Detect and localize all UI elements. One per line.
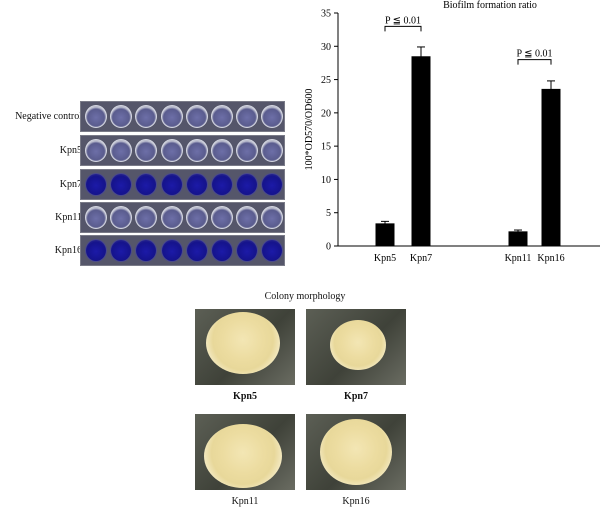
plate-well	[85, 105, 107, 128]
y-tick-label: 0	[326, 242, 331, 253]
plate-well	[211, 139, 233, 162]
x-tick-label: Kpn11	[505, 253, 532, 264]
significance-label: P ≦ 0.01	[516, 49, 552, 60]
plate-well	[236, 173, 259, 196]
plate-well	[236, 206, 259, 229]
y-tick-label: 5	[326, 208, 331, 219]
biofilm-bar-chart: Biofilm formation ratio 0 5 10 15 20 25 30 35 100…	[304, 0, 600, 264]
plate-well	[85, 206, 107, 229]
colony-label-kpn5: Kpn5	[233, 391, 257, 402]
y-tick-label: 35	[321, 9, 331, 20]
plate-row-4	[80, 235, 285, 266]
colony-shape	[320, 419, 392, 485]
plate-well	[110, 105, 133, 128]
bar-kpn16	[541, 88, 561, 247]
plate-well	[261, 239, 284, 262]
plate-well	[261, 139, 284, 162]
plate-well	[261, 173, 284, 196]
plate-row-2	[80, 169, 285, 200]
plate-row-3	[80, 202, 285, 233]
plate-label-4: Kpn16	[54, 245, 82, 256]
plate-label-1: Kpn5	[59, 145, 82, 156]
colony-shape	[206, 312, 280, 374]
colony-label-kpn16: Kpn16	[342, 496, 370, 507]
plate-well	[160, 173, 183, 196]
colony-label-kpn11: Kpn11	[231, 496, 259, 507]
plate-well	[185, 239, 208, 262]
plate-well	[261, 206, 284, 229]
plate-well	[135, 105, 158, 128]
colony-shape	[330, 320, 386, 370]
plate-well	[185, 105, 208, 128]
colony-label-kpn7: Kpn7	[344, 391, 368, 402]
plate-well	[135, 206, 158, 229]
plate-row-0	[80, 101, 285, 132]
x-tick-label: Kpn16	[537, 253, 564, 264]
significance-bracket	[384, 25, 422, 32]
colony-title: Colony morphology	[264, 291, 346, 302]
plate-well	[185, 173, 208, 196]
plate-well	[160, 139, 183, 162]
plate-well	[160, 206, 183, 229]
plate-well	[236, 139, 259, 162]
x-tick-label: Kpn7	[410, 253, 432, 264]
colony-photo-kpn11	[195, 414, 295, 490]
plate-well	[135, 139, 158, 162]
plate-well	[135, 239, 158, 262]
bar-kpn7	[411, 56, 431, 247]
plate-well	[160, 105, 183, 128]
y-tick-label: 20	[321, 108, 331, 119]
plate-well	[85, 239, 107, 262]
colony-photo-kpn16	[306, 414, 406, 490]
plate-label-3: Kpn11	[55, 212, 82, 223]
plate-well	[211, 206, 233, 229]
x-tick-label: Kpn5	[374, 253, 396, 264]
plate-well	[236, 239, 259, 262]
plate-well	[110, 139, 133, 162]
plate-well	[85, 139, 107, 162]
plate-row-1	[80, 135, 285, 166]
plate-well	[185, 206, 208, 229]
bar-kpn5	[375, 223, 395, 246]
plate-well	[211, 105, 233, 128]
colony-photo-kpn7	[306, 309, 406, 385]
plate-well	[85, 173, 107, 196]
y-tick-label: 15	[321, 142, 331, 153]
plate-well	[261, 105, 284, 128]
y-tick-label: 30	[321, 42, 331, 53]
colony-photo-kpn5	[195, 309, 295, 385]
y-tick-label: 25	[321, 75, 331, 86]
colony-shape	[204, 424, 282, 488]
plate-well	[211, 239, 233, 262]
plate-well	[185, 139, 208, 162]
plate-well	[160, 239, 183, 262]
significance-label: P ≦ 0.01	[385, 15, 421, 26]
y-axis-label: 100*OD570/OD600	[304, 89, 315, 171]
chart-title: Biofilm formation ratio	[443, 0, 537, 11]
significance-bracket	[517, 59, 552, 65]
plate-well	[236, 105, 259, 128]
plate-label-2: Kpn7	[59, 179, 82, 190]
bar-kpn11	[508, 231, 528, 246]
plate-well	[110, 173, 133, 196]
plate-label-0: Negative control	[15, 111, 82, 122]
y-tick-label: 10	[321, 175, 331, 186]
plate-well	[135, 173, 158, 196]
plate-well	[211, 173, 233, 196]
plate-well	[110, 206, 133, 229]
plate-well	[110, 239, 133, 262]
